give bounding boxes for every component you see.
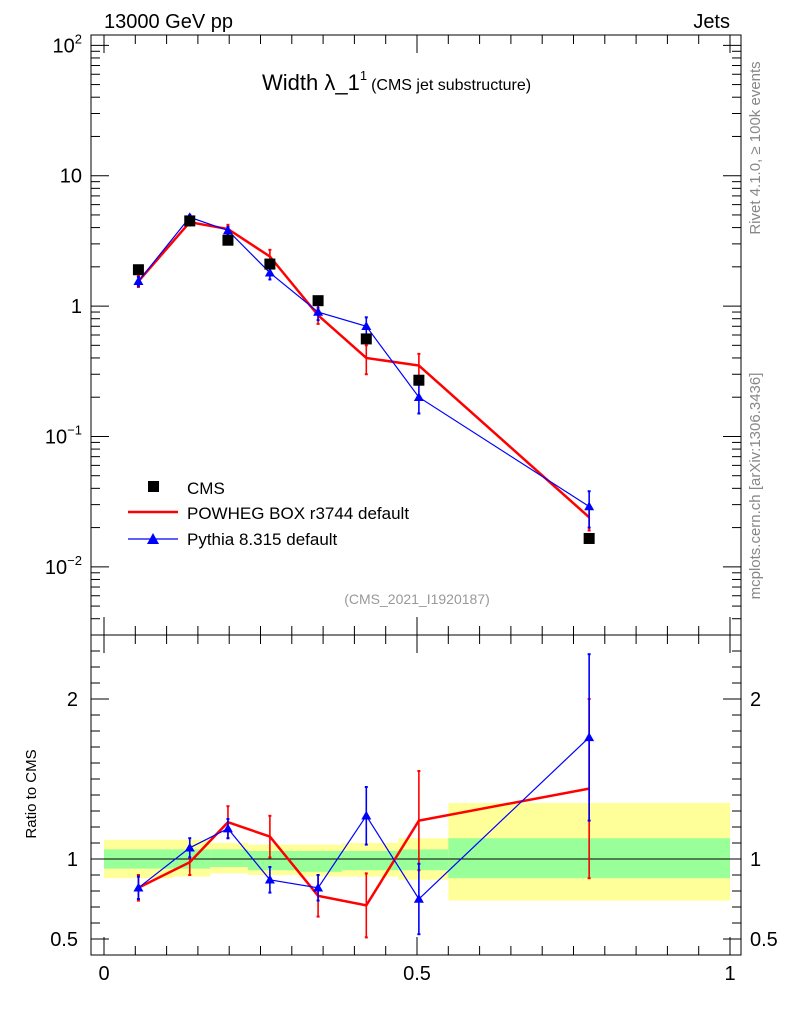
main-ytick-label: 10 [60, 166, 82, 188]
chart-title: Width λ_11 (CMS jet substructure) [262, 68, 531, 95]
ratio-point-pythia [133, 882, 144, 892]
legend-cms-marker [148, 481, 159, 492]
ratio-ytick-label-right: 0.5 [750, 929, 778, 951]
ratio-ylabel: Ratio to CMS [23, 749, 40, 838]
ratio-line-pythia [138, 736, 590, 900]
ratio-ytick-label-left: 0.5 [50, 929, 78, 951]
ratio-ytick-label-right: 2 [750, 689, 761, 711]
header-right: Jets [693, 11, 730, 33]
analysis-id: (CMS_2021_I1920187) [344, 591, 490, 607]
xtick-label: 0 [98, 963, 109, 985]
side-label-rivet: Rivet 4.1.0, ≥ 100k events [747, 61, 764, 234]
ratio-frame [90, 634, 742, 956]
main-point-cms [222, 234, 234, 246]
main-ytick-label: 10−1 [45, 422, 82, 448]
header-left: 13000 GeV pp [104, 11, 233, 33]
main-ytick-label: 102 [53, 31, 82, 57]
main-point-cms [184, 215, 196, 227]
main-point-cms [264, 258, 276, 270]
main-point-cms [132, 264, 144, 276]
chart-title-main: Width λ_1 [262, 70, 360, 95]
ratio-point-pythia [313, 882, 324, 892]
main-point-cms [360, 333, 372, 345]
main-point-pythia [264, 267, 275, 277]
ratio-point-pythia [361, 810, 372, 820]
ratio-point-pythia [584, 732, 595, 742]
side-label-mcplots: mcplots.cern.ch [arXiv:1306.3436] [747, 373, 764, 600]
main-point-pythia [133, 276, 144, 286]
ratio-ytick-label-left: 2 [67, 689, 78, 711]
ratio-series [133, 653, 595, 939]
ratio-ytick-label-right: 1 [750, 849, 761, 871]
xtick-label: 1 [724, 963, 735, 985]
main-ytick-label: 1 [71, 296, 82, 318]
legend: CMS POWHEG BOX r3744 default Pythia 8.31… [128, 479, 409, 549]
main-point-pythia [222, 225, 233, 235]
main-point-cms [413, 374, 425, 386]
main-point-cms [312, 295, 324, 307]
main-point-pythia [584, 501, 595, 511]
main-ytick-label: 10−2 [45, 553, 82, 579]
band-inner [210, 849, 248, 867]
legend-pythia-label: Pythia 8.315 default [187, 530, 338, 549]
ratio-point-pythia [413, 894, 424, 903]
legend-cms-label: CMS [187, 479, 225, 498]
legend-pythia-marker [147, 533, 159, 544]
ratio-line-powheg [137, 787, 590, 907]
main-point-cms [583, 532, 595, 544]
legend-powheg-label: POWHEG BOX r3744 default [187, 504, 409, 523]
chart-title-sup: 1 [360, 68, 367, 83]
main-point-pythia [361, 321, 372, 331]
main-point-pythia [413, 392, 424, 401]
axes: 10−2 10−1 1 10 102 0.5 0.5 1 1 2 2 0 0.5 1 [45, 31, 778, 985]
ratio-point-pythia [264, 874, 275, 884]
ratio-point-pythia [184, 842, 195, 852]
main-line-pythia [137, 216, 590, 508]
main-series [132, 212, 595, 544]
band-inner [341, 851, 399, 871]
main-point-pythia [313, 307, 324, 316]
ratio-ytick-label-left: 1 [67, 849, 78, 871]
xtick-label: 0.5 [403, 963, 431, 985]
chart-title-sub: (CMS jet substructure) [371, 77, 531, 94]
band-inner [298, 851, 342, 872]
uncertainty-bands [91, 803, 741, 901]
ratio-point-pythia [222, 823, 233, 833]
main-line-powheg [137, 220, 590, 519]
band-inner [398, 849, 449, 871]
